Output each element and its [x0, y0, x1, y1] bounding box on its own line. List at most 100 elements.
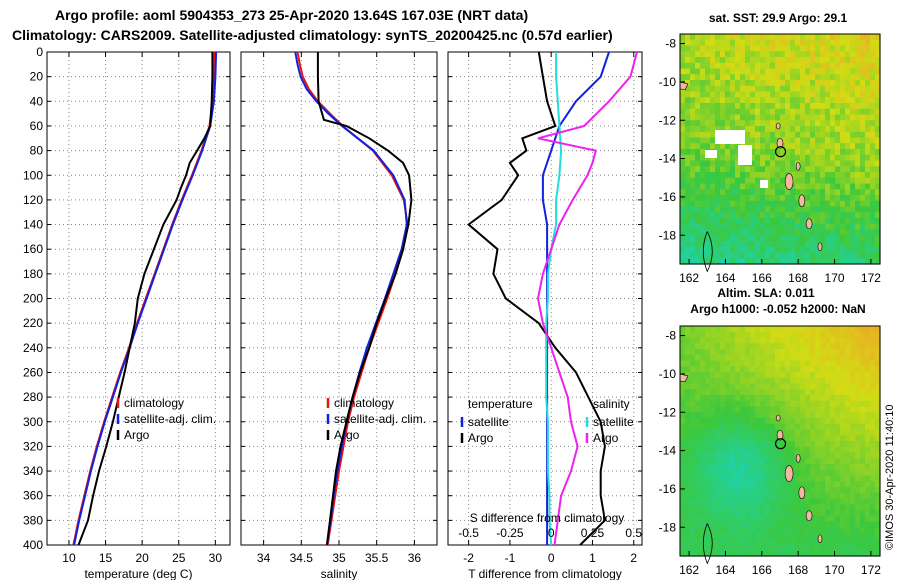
map-cell — [810, 533, 816, 540]
map-cell — [745, 34, 751, 41]
x-tick-label: 35 — [332, 551, 346, 565]
map-cell — [865, 143, 871, 150]
map-cell — [775, 200, 781, 208]
island-shape — [805, 218, 813, 230]
map-cell — [825, 441, 831, 448]
map-cell — [725, 34, 731, 41]
map-cell — [765, 510, 771, 517]
map-cell — [740, 372, 746, 379]
map-cell — [700, 114, 706, 121]
map-cell — [750, 85, 756, 93]
map-cell — [695, 45, 701, 52]
imos-stamp: ©IMOS 30-Apr-2020 11:40:10 — [884, 405, 896, 550]
map-cell — [740, 423, 746, 431]
map-cell — [875, 235, 881, 242]
map-cell — [825, 452, 831, 459]
sst-map-title: sat. SST: 29.9 Argo: 29.1 — [709, 11, 848, 25]
map-cell — [770, 74, 776, 81]
map-cell — [825, 189, 831, 196]
map-cell — [750, 91, 756, 98]
map-cell — [750, 475, 756, 482]
map-cell — [780, 229, 786, 236]
map-cell — [710, 441, 716, 448]
map-cell — [875, 533, 881, 540]
map-cell — [765, 458, 771, 465]
map-cell — [780, 406, 786, 413]
map-cell — [780, 80, 786, 87]
map-cell — [850, 533, 856, 540]
map-cell — [800, 481, 806, 488]
map-cell — [720, 189, 726, 196]
map-cell — [690, 120, 696, 127]
map-cell — [685, 97, 691, 104]
map-cell — [705, 429, 711, 436]
map-cell — [730, 246, 736, 254]
map-cell — [795, 223, 801, 231]
map-cell — [850, 235, 856, 242]
map-cell — [835, 154, 841, 162]
map-cell — [710, 34, 716, 41]
map-cell — [755, 154, 761, 162]
map-cell — [795, 366, 801, 373]
map-cell — [875, 177, 881, 185]
map-cell — [795, 149, 801, 156]
map-cell — [700, 435, 706, 442]
map-cell — [695, 504, 701, 511]
map-cell — [840, 372, 846, 379]
map-cell — [690, 114, 696, 121]
map-cell — [760, 464, 766, 471]
map-cell — [830, 418, 836, 425]
map-cell — [720, 241, 726, 248]
map-cell — [740, 441, 746, 448]
map-cell — [865, 166, 871, 173]
map-cell — [775, 550, 781, 557]
map-cell — [860, 166, 866, 173]
map-cell — [800, 360, 806, 367]
map-cell — [680, 195, 686, 202]
map-cell — [800, 252, 806, 259]
map-cell — [725, 126, 731, 133]
map-cell — [860, 435, 866, 442]
map-cell — [845, 172, 851, 179]
map-cell — [875, 183, 881, 190]
map-cell — [710, 172, 716, 179]
map-cell — [725, 246, 731, 254]
map-cell — [720, 389, 726, 396]
map-cell — [705, 195, 711, 202]
map-cell — [865, 246, 871, 254]
map-cell — [840, 446, 846, 454]
map-cell — [690, 458, 696, 465]
map-cell — [790, 498, 796, 505]
map-cell — [860, 423, 866, 431]
map-cell — [865, 149, 871, 156]
map-cell — [770, 515, 776, 523]
map-cell — [730, 114, 736, 121]
map-cell — [705, 498, 711, 505]
map-cell — [795, 446, 801, 454]
map-cell — [855, 383, 861, 390]
map-cell — [875, 80, 881, 87]
map-cell — [840, 498, 846, 505]
map-cell — [740, 200, 746, 208]
map-cell — [770, 34, 776, 41]
map-cell — [760, 527, 766, 534]
map-cell — [680, 160, 686, 167]
map-cell — [830, 34, 836, 41]
map-cell — [790, 435, 796, 442]
map-cell — [785, 108, 791, 116]
map-cell — [710, 349, 716, 356]
map-cell — [720, 212, 726, 219]
map-cell — [875, 492, 881, 500]
map-cell — [875, 154, 881, 162]
map-cell — [825, 521, 831, 528]
map-cell — [835, 429, 841, 436]
map-cell — [715, 400, 721, 408]
map-cell — [760, 492, 766, 500]
map-cell — [750, 550, 756, 557]
map-cell — [820, 349, 826, 356]
map-cell — [745, 62, 751, 70]
map-cell — [735, 544, 741, 551]
map-cell — [740, 34, 746, 41]
map-cell — [710, 80, 716, 87]
map-cell — [795, 189, 801, 196]
